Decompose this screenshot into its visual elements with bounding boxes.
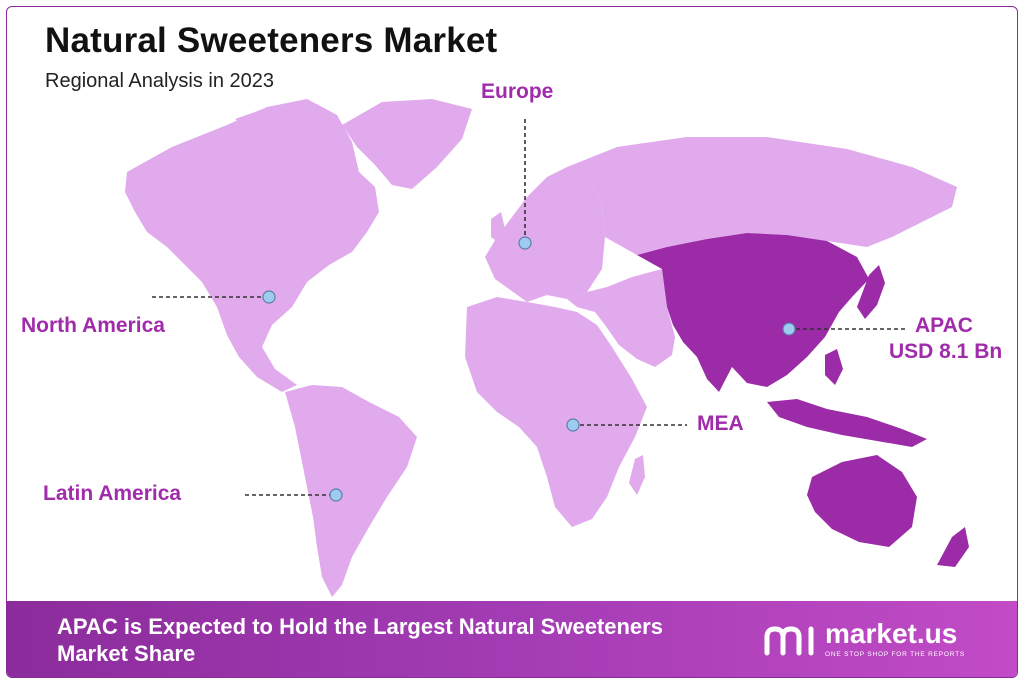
apac-label: APAC [915,314,973,337]
europe-label: Europe [481,80,554,103]
new-zealand-landmass [937,527,969,567]
brand-name: market.us [825,618,958,649]
philippines-landmass [825,349,843,385]
page-subtitle: Regional Analysis in 2023 [45,70,275,92]
middle-east-landmass [567,269,675,367]
apac-marker [782,322,796,336]
africa-landmass [465,297,647,527]
apac-value: USD 8.1 Bn [889,340,1003,363]
north-america-marker [262,290,276,304]
footer-headline: APAC is Expected to Hold the Largest Nat… [57,614,663,666]
infographic-frame: Natural Sweeteners Market Regional Analy… [6,6,1018,678]
latin-america-landmass [285,385,417,597]
apac-asia-landmass [637,233,869,392]
japan-landmass [857,265,885,319]
greenland-landmass [342,99,472,189]
latin-america-marker [329,488,343,502]
latin-america-label: Latin America [43,482,182,505]
market-us-logo-icon [764,626,814,656]
europe-marker [518,236,532,250]
mea-label: MEA [697,412,744,435]
footer-banner: APAC is Expected to Hold the Largest Nat… [7,601,1017,677]
australia-landmass [807,455,917,547]
uk-landmass [491,212,505,243]
brand-tagline: ONE STOP SHOP FOR THE REPORTS [825,651,965,658]
madagascar-landmass [629,455,645,495]
arctic-islands-landmass [235,107,307,137]
mea-marker [566,418,580,432]
europe-landmass [485,167,605,302]
north-america-label: North America [21,314,165,337]
north-asia-landmass [567,137,957,255]
brand-block: market.us ONE STOP SHOP FOR THE REPORTS [763,619,1003,669]
north-america-landmass [125,99,379,392]
maritime-asia-landmass [767,399,927,447]
world-map [125,99,969,597]
page-title: Natural Sweeteners Market [45,21,498,60]
